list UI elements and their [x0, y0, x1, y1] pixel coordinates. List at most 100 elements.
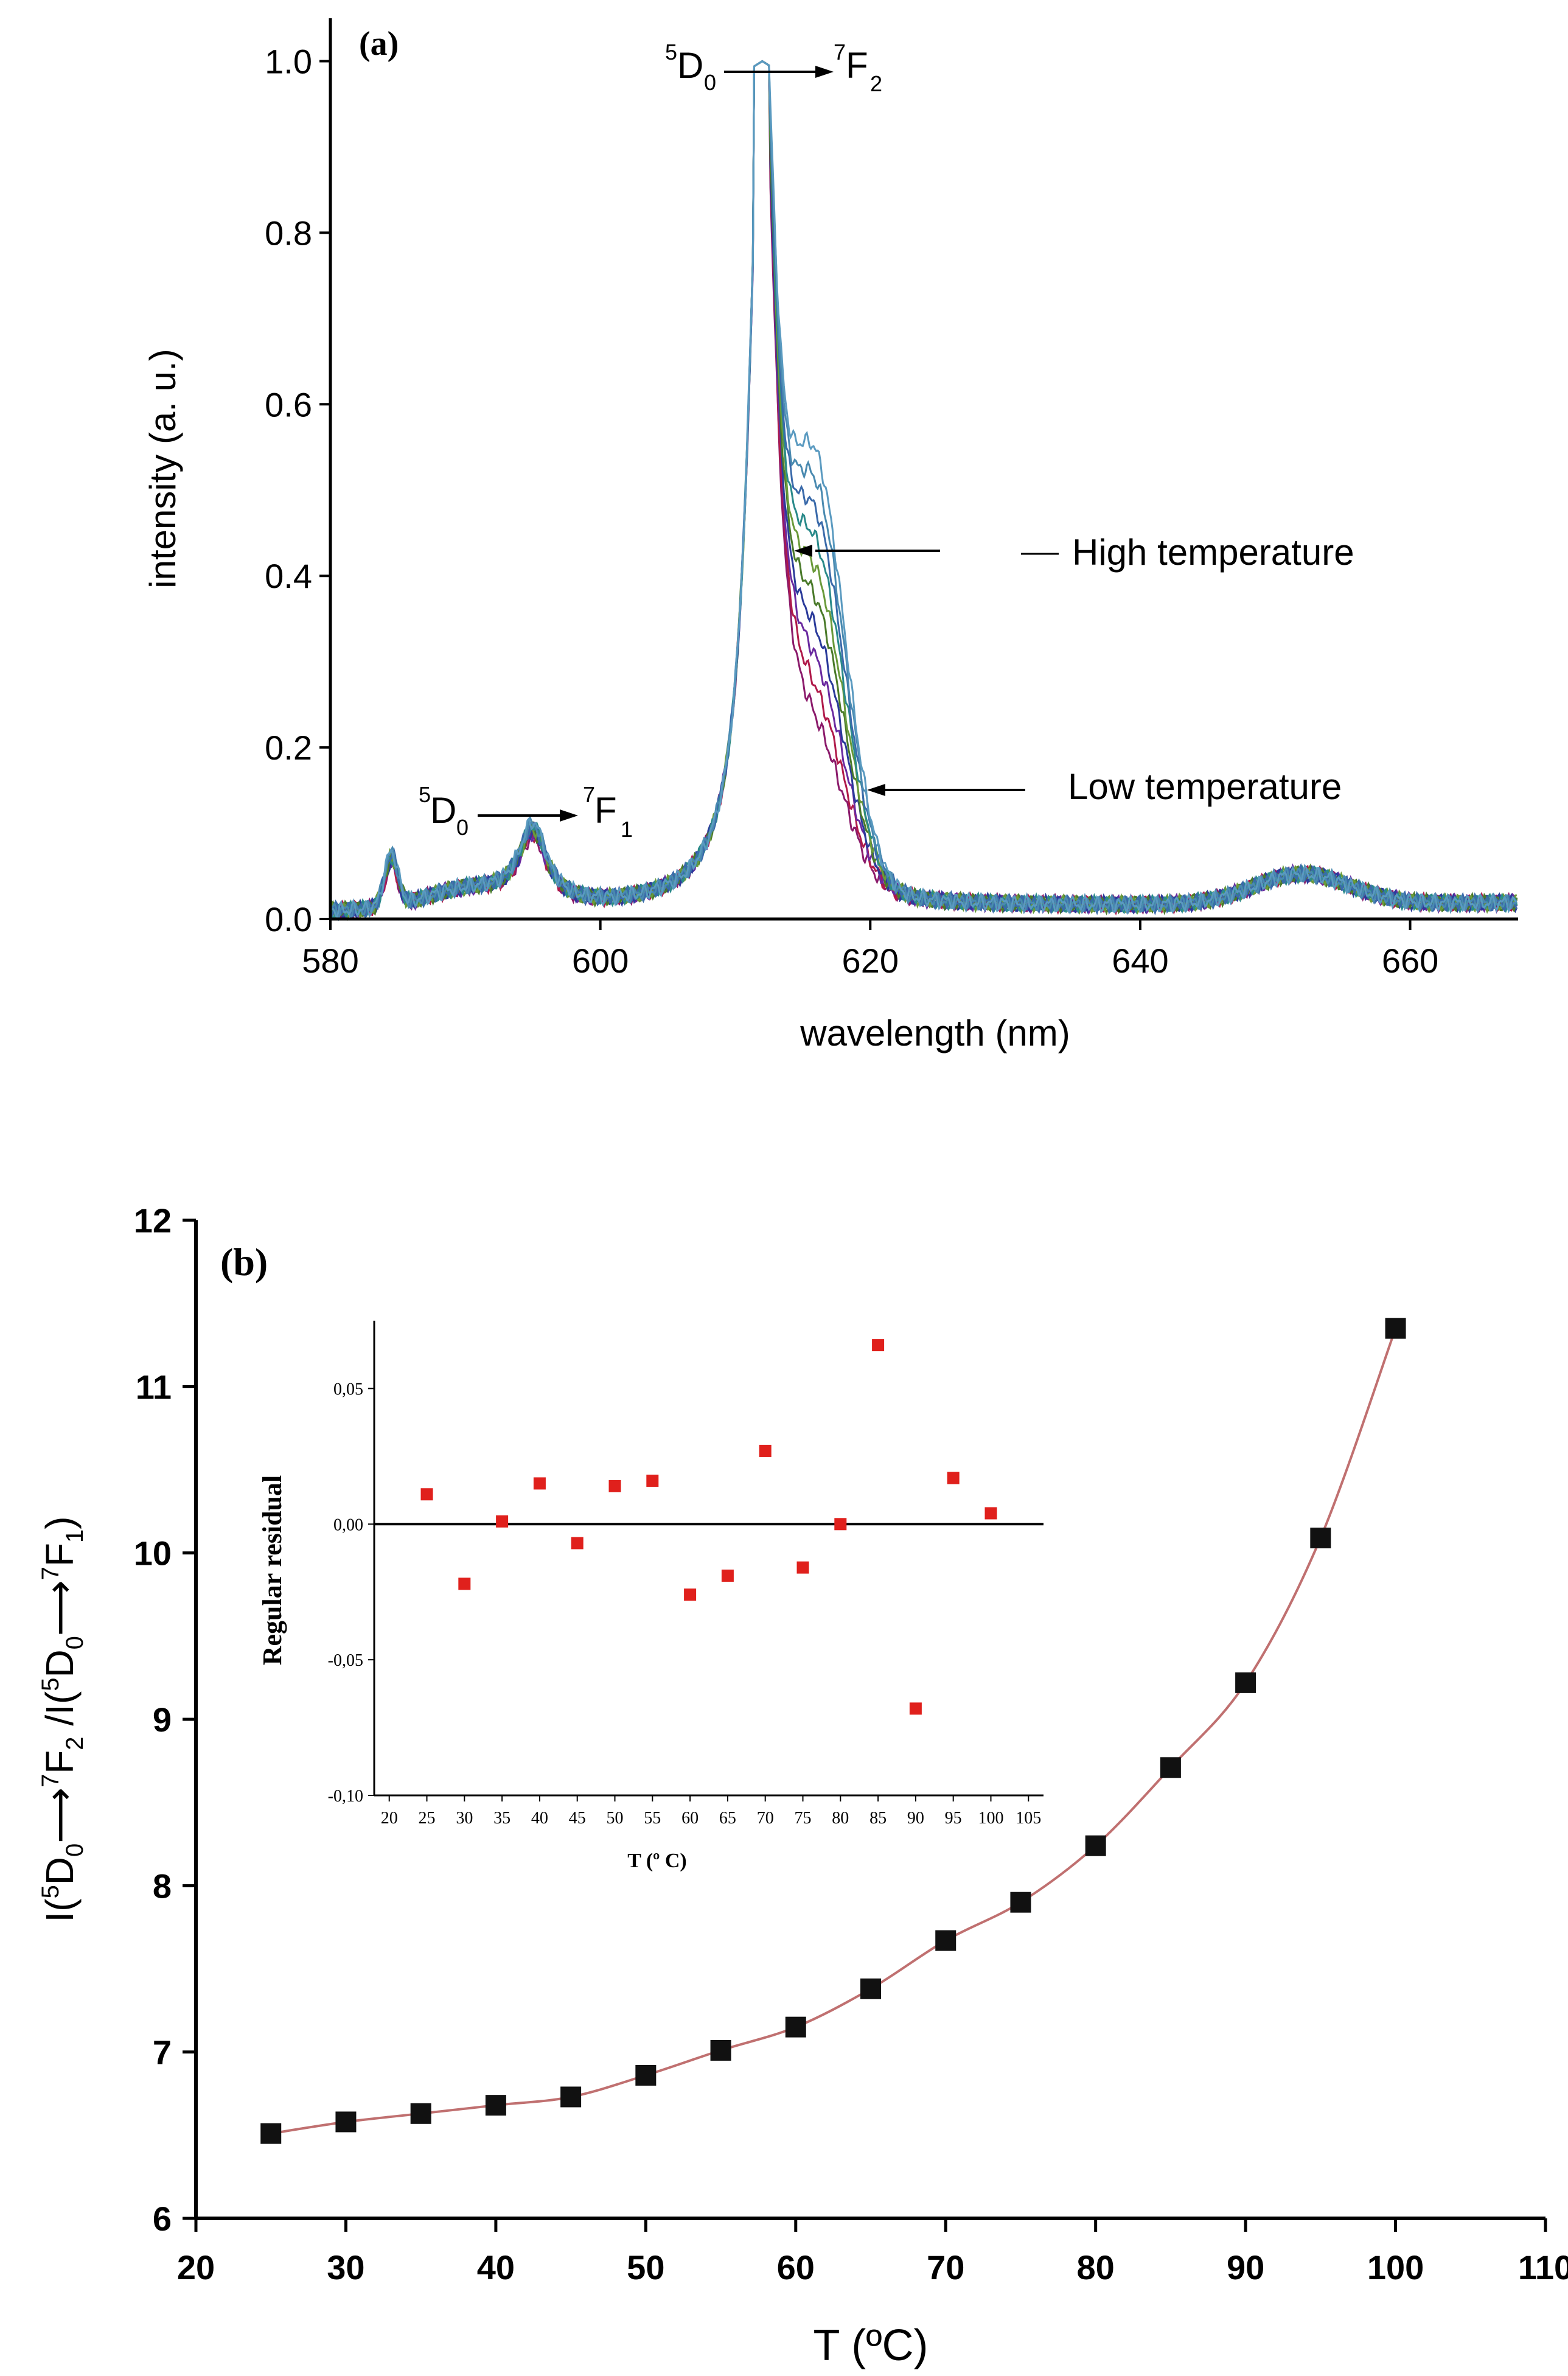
panel-b-data-point — [710, 2039, 731, 2061]
low-temperature-arrowhead — [867, 784, 885, 796]
panel-b-x-tick-label: 80 — [1077, 2248, 1115, 2287]
panel-b-ticks: 20 30 40 50 60 70 80 90 100 110 6 7 8 9 10 11 12 — [134, 1201, 1568, 2287]
low-temperature-label: Low temperature — [1068, 766, 1342, 807]
inset-residual-point — [984, 1507, 997, 1520]
panel-b-data-point — [1085, 1835, 1106, 1856]
panel-b-y-tick-label: 12 — [134, 1201, 172, 1240]
annotation-f1-super-right: 7 — [583, 782, 595, 807]
inset-residual-point — [420, 1488, 433, 1501]
panel-a-ticks: 580 600 620 640 660 0.0 0.2 0.4 0.6 0.8 1.0 — [265, 42, 1438, 980]
inset-x-tick-label: 70 — [757, 1809, 774, 1828]
annotation-low-temperature: Low temperature — [867, 766, 1342, 807]
panel-b-data-points — [260, 1318, 1406, 2144]
inset-y-tick-label: 0,00 — [333, 1515, 363, 1534]
inset-x-tick-label: 50 — [607, 1809, 624, 1828]
panel-b-data-point — [485, 2095, 506, 2116]
inset-x-tick-label: 90 — [907, 1809, 924, 1828]
annotation-5d0-7f2: 5 D 0 7 F 2 — [665, 40, 882, 96]
panel-b: 20 30 40 50 60 70 80 90 100 110 6 7 8 9 10 11 12 (b) T (… — [37, 1201, 1568, 2370]
annotation-5d0-7f1: 5 D 0 7 F 1 — [419, 782, 633, 842]
panel-b-x-tick-label: 90 — [1227, 2248, 1264, 2287]
panel-b-data-point — [1385, 1318, 1406, 1339]
panel-a-x-tick-label: 580 — [302, 942, 358, 980]
panel-b-fit-curve — [270, 1328, 1397, 2135]
panel-a-y-tick-label: 0.8 — [265, 214, 312, 252]
panel-a-x-tick-label: 620 — [842, 942, 899, 980]
inset-x-tick-label: 45 — [569, 1809, 586, 1828]
inset-x-tick-label: 35 — [493, 1809, 510, 1828]
annotation-f1-sub-left: 0 — [456, 815, 469, 840]
panel-b-data-point — [935, 1930, 956, 1951]
annotation-f2-sub-left: 0 — [704, 70, 716, 95]
panel-b-y-tick-label: 10 — [134, 1534, 172, 1573]
annotation-f2-super-right: 7 — [834, 40, 846, 65]
inset-x-tick-label: 75 — [794, 1809, 811, 1828]
inset-y-tick-label: -0,10 — [328, 1787, 363, 1806]
panel-b-x-tick-label: 110 — [1518, 2248, 1568, 2287]
panel-a-y-axis-label: intensity (a. u.) — [142, 349, 183, 589]
inset-residual-point — [947, 1472, 960, 1484]
panel-b-data-point — [635, 2064, 657, 2086]
inset-x-tick-label: 55 — [644, 1809, 661, 1828]
panel-b-label: (b) — [220, 1240, 268, 1284]
inset-x-tick-label: 60 — [681, 1809, 699, 1828]
inset-residual-points — [420, 1339, 997, 1715]
inset-x-tick-label: 85 — [869, 1809, 887, 1828]
panel-b-x-tick-label: 70 — [927, 2248, 964, 2287]
inset-x-tick-label: 65 — [719, 1809, 736, 1828]
annotation-f1-sub-right: 1 — [621, 817, 633, 842]
panel-b-x-tick-label: 30 — [327, 2248, 364, 2287]
panel-b-x-tick-label: 60 — [777, 2248, 815, 2287]
inset-residual-point — [872, 1339, 885, 1352]
inset-residual-point — [571, 1537, 584, 1550]
panel-a-x-axis-label: wavelength (nm) — [800, 1013, 1070, 1053]
inset-residual-point — [759, 1444, 772, 1457]
panel-b-x-tick-label: 40 — [477, 2248, 515, 2287]
inset-residual-point — [909, 1702, 922, 1715]
inset-residual-point — [796, 1561, 809, 1574]
panel-a-y-tick-label: 0.0 — [265, 900, 312, 938]
annotation-f2-main-right: F — [846, 45, 868, 86]
inset-residual-point — [496, 1515, 509, 1528]
inset-residual-point — [646, 1474, 659, 1487]
panel-a-spectra — [329, 60, 1518, 921]
annotation-f2-sub-right: 2 — [870, 71, 882, 96]
panel-a-x-tick-label: 640 — [1112, 942, 1168, 980]
panel-b-data-point — [335, 2111, 357, 2133]
panel-a-x-tick-label: 660 — [1382, 942, 1438, 980]
annotation-f1-arrowhead — [560, 809, 578, 822]
panel-b-x-tick-label: 100 — [1367, 2248, 1424, 2287]
inset-x-tick-label: 100 — [978, 1809, 1003, 1828]
panel-a-y-tick-label: 0.4 — [265, 557, 312, 595]
annotation-f2-super-left: 5 — [665, 40, 677, 65]
inset-residual-point — [684, 1588, 697, 1601]
panel-b-data-point — [560, 2086, 582, 2108]
panel-a-y-tick-label: 0.6 — [265, 385, 312, 424]
panel-a-y-tick-label: 1.0 — [265, 42, 312, 80]
panel-a-y-tick-label: 0.2 — [265, 729, 312, 767]
panel-b-x-tick-label: 50 — [627, 2248, 664, 2287]
high-temperature-arrowhead — [794, 545, 812, 557]
inset-y-tick-label: -0,05 — [328, 1651, 363, 1670]
panel-b-y-tick-label: 7 — [153, 2033, 172, 2072]
panel-b-data-point — [785, 2016, 806, 2038]
panel-b-data-point — [860, 1978, 881, 1999]
inset-x-tick-label: 25 — [419, 1809, 436, 1828]
inset-x-tick-label: 105 — [1016, 1809, 1041, 1828]
inset-ticks: 20 25 30 35 40 45 50 55 60 65 70 75 80 85 90 95 100 105 -0… — [328, 1380, 1042, 1828]
panel-b-x-tick-label: 20 — [177, 2248, 215, 2287]
annotation-high-temperature: High temperature — [794, 532, 1354, 573]
panel-b-data-point — [260, 2123, 282, 2144]
annotation-f1-main-left: D — [430, 790, 456, 831]
inset-x-tick-label: 40 — [531, 1809, 548, 1828]
inset-residual-point — [533, 1477, 546, 1490]
high-temperature-label: High temperature — [1072, 532, 1354, 573]
inset-y-tick-label: 0,05 — [333, 1380, 363, 1399]
panel-b-x-axis-label: T (ºC) — [814, 2321, 929, 2370]
panel-b-y-tick-label: 9 — [153, 1700, 172, 1739]
inset-residual-point — [608, 1480, 621, 1492]
inset-residual-point — [721, 1569, 734, 1582]
inset-x-tick-label: 80 — [832, 1809, 849, 1828]
panel-a-x-tick-label: 600 — [572, 942, 629, 980]
